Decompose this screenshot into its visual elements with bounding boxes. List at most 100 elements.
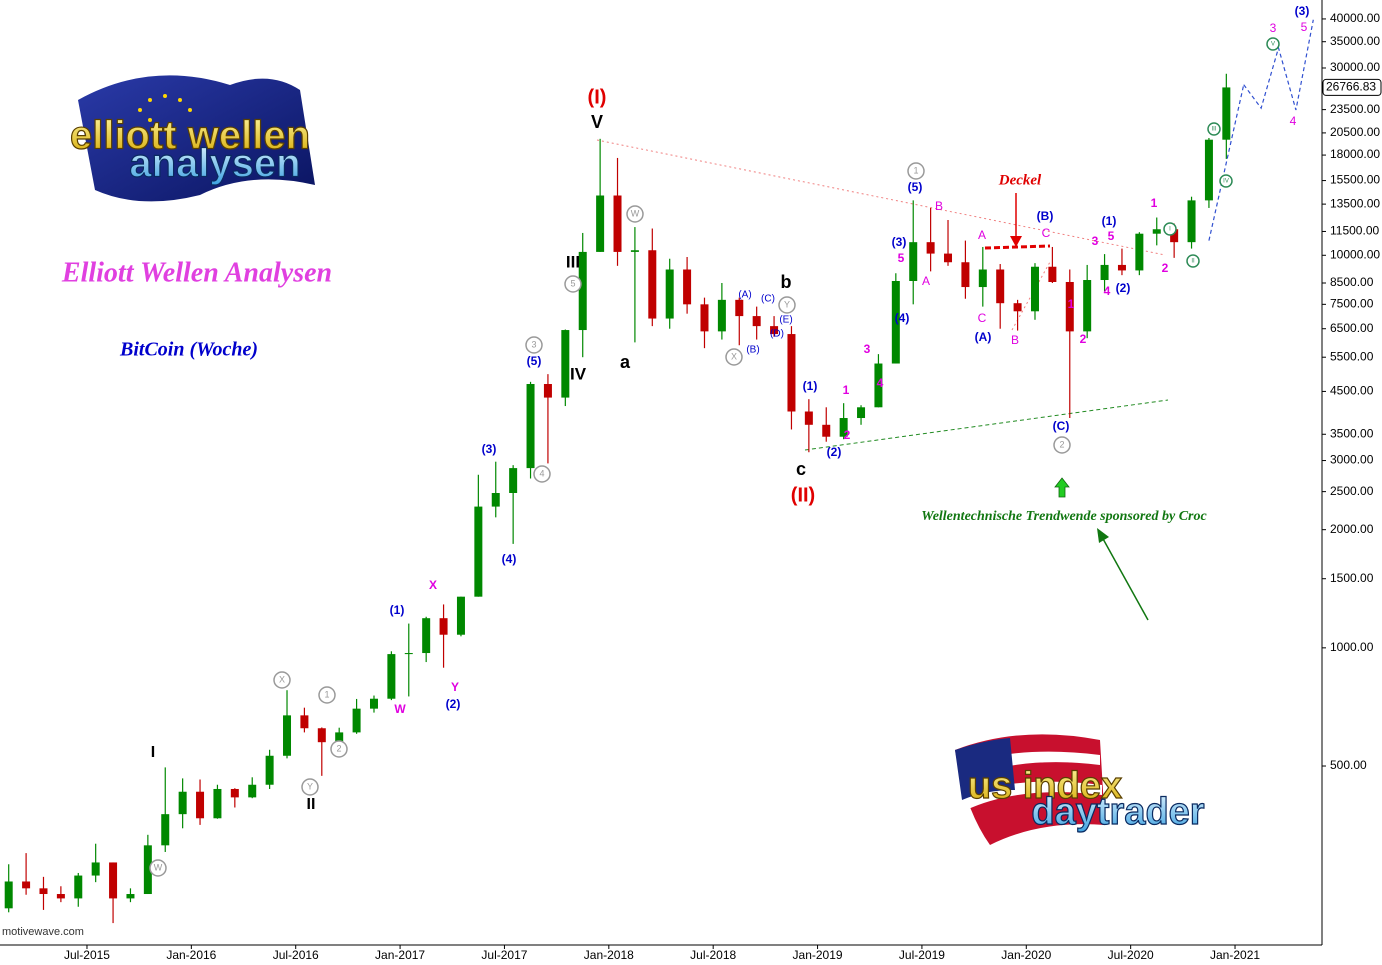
candle-body — [1117, 264, 1126, 271]
last-price-label: 26766.83 — [1326, 80, 1376, 94]
candle-body — [996, 269, 1005, 304]
logo-text: us index — [968, 765, 1122, 807]
wave-label: (II) — [791, 484, 815, 506]
projection-line — [1208, 84, 1245, 241]
projection-line — [1243, 19, 1314, 111]
wave-label: B — [935, 199, 943, 213]
candle-body — [891, 280, 900, 364]
candle-body — [230, 788, 239, 798]
logo-text: analysen — [129, 142, 300, 186]
wave-label: (3) — [1295, 4, 1310, 18]
wave-label: 3 — [1270, 21, 1277, 35]
wave-label: X — [279, 674, 285, 684]
y-tick-label: 1000.00 — [1330, 640, 1374, 654]
candle-body — [543, 384, 552, 398]
wave-label: (2) — [827, 445, 842, 459]
wave-label: (C) — [761, 294, 775, 305]
candle-body — [770, 326, 779, 335]
wave-label: IV — [1223, 179, 1229, 185]
x-tick-label: Jul-2018 — [690, 948, 736, 962]
y-tick-label: 2000.00 — [1330, 522, 1374, 536]
wave-label: 2 — [1059, 439, 1064, 449]
y-tick-label: 18000.00 — [1330, 147, 1380, 161]
arrow-head — [1097, 528, 1109, 543]
candle-body — [178, 791, 187, 815]
y-tick-label: 6500.00 — [1330, 321, 1374, 335]
wave-label: X — [731, 351, 737, 361]
y-tick-label: 7500.00 — [1330, 297, 1374, 311]
candle-body — [56, 894, 65, 899]
wave-label: 3 — [864, 342, 871, 356]
wave-label: 5 — [1108, 229, 1115, 243]
x-tick-label: Jan-2019 — [793, 948, 843, 962]
logo-elliott: elliott wellen analysen — [69, 75, 315, 202]
wave-label: W — [631, 208, 640, 218]
wave-circle — [273, 671, 291, 689]
wave-label: Y — [307, 781, 313, 791]
wave-label: (4) — [502, 552, 517, 566]
wave-label: A — [978, 228, 986, 242]
candle-body — [161, 814, 170, 846]
wave-circle — [778, 296, 796, 314]
wave-label: II — [307, 796, 316, 813]
y-tick-label: 10000.00 — [1330, 247, 1380, 261]
trend-line — [804, 399, 1169, 451]
y-tick-label: 35000.00 — [1330, 34, 1380, 48]
candle-body — [839, 418, 848, 437]
candle-body — [196, 791, 205, 819]
candle-body — [596, 195, 605, 252]
candle-body — [1204, 139, 1213, 201]
candle-body — [404, 653, 413, 655]
up-arrow — [1054, 477, 1070, 498]
wave-circle — [533, 465, 551, 483]
wave-label: 1 — [913, 165, 918, 175]
wave-label: (1) — [803, 379, 818, 393]
candle-body — [683, 269, 692, 305]
wave-label: (I) — [588, 86, 607, 108]
wave-label: 1 — [843, 383, 850, 397]
x-tick-label: Jul-2020 — [1108, 948, 1154, 962]
candle-body — [700, 304, 709, 332]
wave-label: Deckel — [998, 172, 1042, 188]
wave-label: 2 — [1162, 261, 1169, 275]
wave-label: I — [1169, 227, 1171, 233]
candle-body — [1187, 200, 1196, 243]
deckel-line — [984, 244, 1051, 250]
candle-body — [509, 468, 518, 493]
arrow-head — [1010, 236, 1022, 247]
wave-label: 2 — [844, 428, 851, 442]
y-tick-label: 3000.00 — [1330, 453, 1374, 467]
wave-label: 4 — [1290, 114, 1297, 128]
candle-body — [91, 862, 100, 876]
wave-label: W — [154, 862, 163, 872]
candle-body — [491, 492, 500, 507]
candle-body — [926, 242, 935, 254]
candle-body — [74, 875, 83, 899]
candle-body — [1030, 266, 1039, 312]
candle-body — [1083, 280, 1092, 332]
candle-body — [561, 330, 570, 398]
y-tick-label: 15500.00 — [1330, 173, 1380, 187]
wave-label: 5 — [1301, 20, 1308, 34]
x-tick-label: Jul-2015 — [64, 948, 110, 962]
x-tick-label: Jan-2016 — [166, 948, 216, 962]
wave-label: (C) — [1053, 419, 1070, 433]
wave-label: (3) — [892, 235, 907, 249]
wave-label: W — [394, 702, 406, 716]
candle-body — [822, 424, 831, 437]
wave-label: Wellentechnische Trendwende sponsored by… — [921, 509, 1207, 524]
candle-body — [422, 618, 431, 654]
candle-body — [4, 881, 13, 909]
y-tick-label: 23500.00 — [1330, 102, 1380, 116]
candle-body — [665, 269, 674, 319]
candle-body — [1048, 266, 1057, 282]
candle-body — [335, 732, 344, 743]
candle-body — [387, 654, 396, 699]
candle-body — [39, 888, 48, 895]
candle-body — [143, 845, 152, 895]
wave-label: V — [1271, 42, 1275, 48]
candle-body — [369, 698, 378, 709]
logo-text: daytrader — [1031, 791, 1204, 833]
wave-label: 1 — [1068, 297, 1075, 311]
candle-body — [1152, 229, 1161, 234]
